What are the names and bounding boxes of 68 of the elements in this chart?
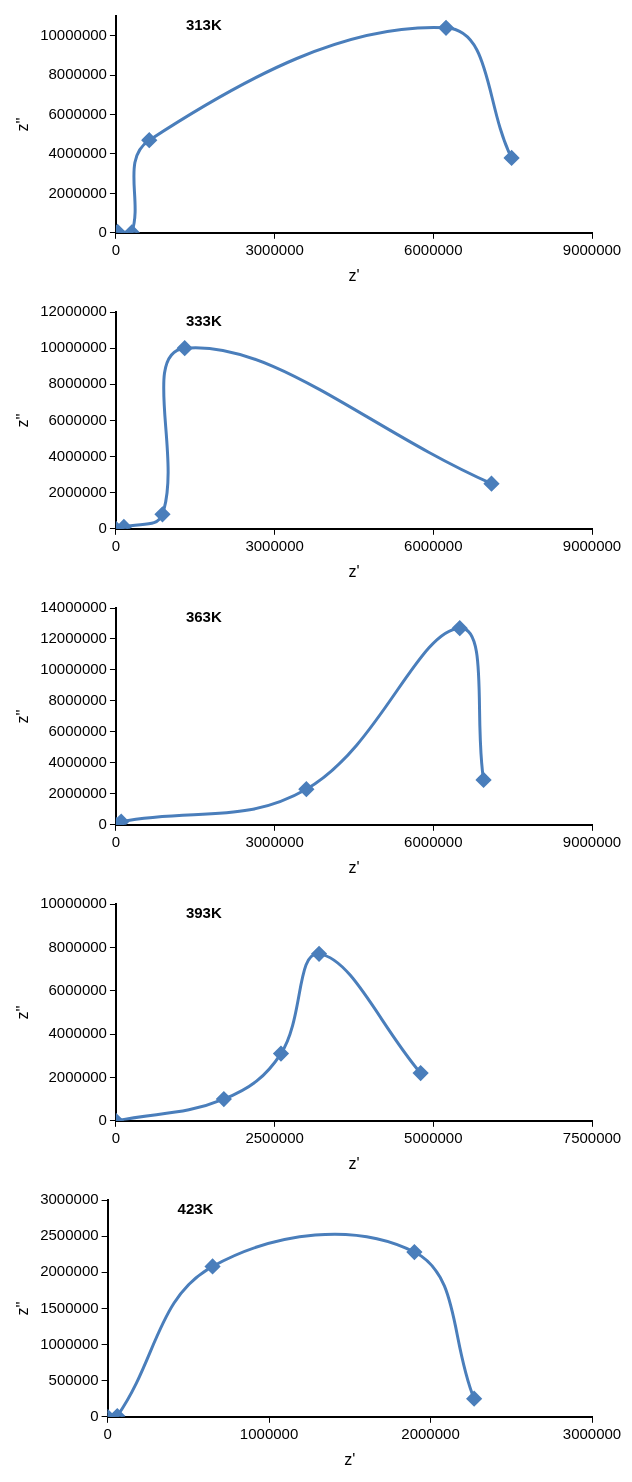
y-tick-label: 2000000 bbox=[40, 1262, 99, 1280]
x-tick-label: 3000000 bbox=[562, 1424, 622, 1442]
x-tick-label: 9000000 bbox=[562, 240, 622, 258]
x-tick-label: 9000000 bbox=[562, 832, 622, 850]
x-tick-label: 1000000 bbox=[239, 1424, 299, 1442]
y-tick-label: 12000000 bbox=[40, 629, 107, 647]
x-axis-title: z' bbox=[348, 562, 360, 580]
chart-title: 313K bbox=[185, 15, 222, 33]
y-tick-label: 6000000 bbox=[48, 980, 107, 998]
chart-title: 423K bbox=[177, 1199, 214, 1217]
y-tick-label: 2500000 bbox=[40, 1226, 99, 1244]
x-tick-label: 9000000 bbox=[562, 536, 622, 554]
y-tick-label: 2000000 bbox=[48, 1067, 107, 1085]
y-tick-label: 2000000 bbox=[48, 783, 107, 801]
x-tick-label: 0 bbox=[111, 832, 121, 850]
x-tick-label: 6000000 bbox=[404, 832, 463, 850]
y-tick-label: 1000000 bbox=[40, 1334, 99, 1352]
y-axis-title: z'' bbox=[14, 1005, 32, 1020]
y-tick-label: 10000000 bbox=[40, 660, 107, 678]
y-tick-label: 6000000 bbox=[48, 410, 107, 428]
x-tick-label: 3000000 bbox=[245, 832, 304, 850]
y-tick-label: 12000000 bbox=[40, 302, 107, 320]
y-tick-label: 8000000 bbox=[48, 691, 107, 709]
chart-title: 363K bbox=[185, 607, 222, 625]
y-tick-label: 14000000 bbox=[40, 598, 107, 616]
x-tick-label: 2500000 bbox=[245, 1128, 304, 1146]
y-tick-label: 0 bbox=[98, 1110, 107, 1128]
chart-title: 393K bbox=[185, 903, 222, 921]
x-tick-label: 2000000 bbox=[401, 1424, 460, 1442]
y-tick-label: 0 bbox=[98, 814, 107, 832]
y-tick-label: 8000000 bbox=[48, 937, 107, 955]
x-tick-label: 5000000 bbox=[404, 1128, 463, 1146]
chart-title: 333K bbox=[185, 311, 222, 329]
y-tick-label: 2000000 bbox=[48, 183, 107, 201]
x-tick-label: 6000000 bbox=[404, 240, 463, 258]
y-tick-label: 8000000 bbox=[48, 65, 107, 83]
x-tick-label: 0 bbox=[111, 536, 121, 554]
y-axis-title: z'' bbox=[14, 117, 32, 132]
y-tick-label: 4000000 bbox=[48, 753, 107, 770]
x-axis-title: z' bbox=[344, 1450, 356, 1468]
x-tick-label: 0 bbox=[111, 240, 121, 258]
y-tick-label: 6000000 bbox=[48, 104, 107, 122]
x-tick-label: 3000000 bbox=[245, 536, 304, 554]
y-tick-label: 2000000 bbox=[48, 482, 107, 500]
y-tick-label: 4000000 bbox=[48, 1024, 107, 1042]
y-tick-label: 500000 bbox=[48, 1370, 99, 1388]
y-axis-title: z'' bbox=[14, 413, 32, 428]
y-tick-label: 0 bbox=[90, 1406, 99, 1424]
y-tick-label: 4000000 bbox=[48, 144, 107, 162]
x-tick-label: 0 bbox=[111, 1128, 121, 1146]
x-axis-title: z' bbox=[348, 1154, 360, 1172]
y-tick-label: 10000000 bbox=[40, 894, 107, 912]
y-tick-label: 3000000 bbox=[40, 1190, 99, 1208]
x-tick-label: 7500000 bbox=[562, 1128, 622, 1146]
y-tick-label: 10000000 bbox=[40, 338, 107, 356]
y-tick-label: 1500000 bbox=[40, 1298, 99, 1316]
x-tick-label: 3000000 bbox=[245, 240, 304, 258]
y-tick-label: 6000000 bbox=[48, 722, 107, 740]
x-axis-title: z' bbox=[348, 266, 360, 284]
y-tick-label: 8000000 bbox=[48, 374, 107, 392]
x-tick-label: 6000000 bbox=[404, 536, 463, 554]
y-tick-label: 0 bbox=[98, 222, 107, 240]
x-axis-title: z' bbox=[348, 858, 360, 876]
y-axis-title: z'' bbox=[14, 1301, 32, 1316]
y-tick-label: 4000000 bbox=[48, 446, 107, 464]
y-axis-title: z'' bbox=[14, 709, 32, 724]
y-tick-label: 0 bbox=[98, 518, 107, 536]
y-tick-label: 10000000 bbox=[40, 25, 107, 43]
